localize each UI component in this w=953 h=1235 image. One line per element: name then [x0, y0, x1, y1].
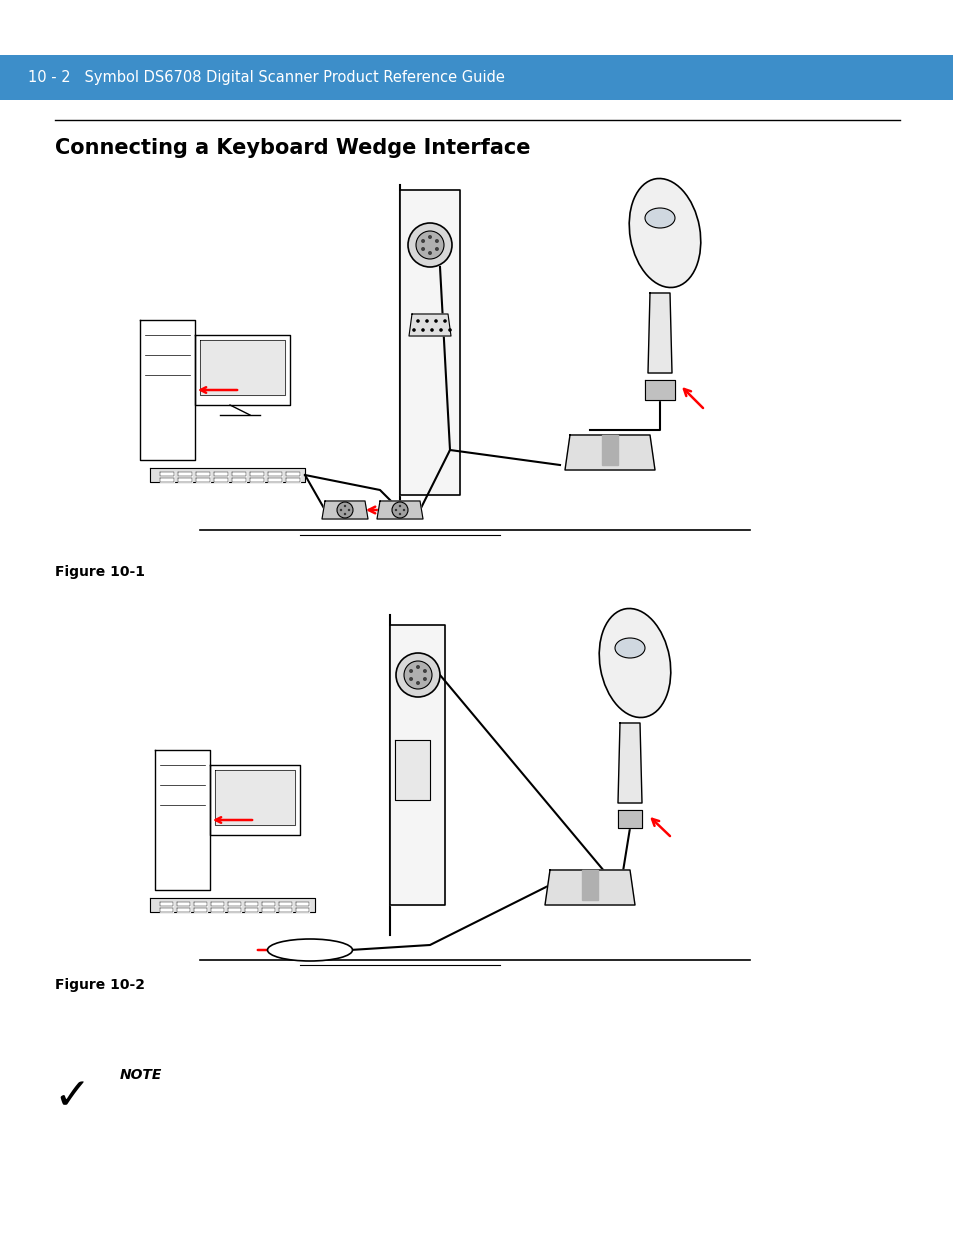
Polygon shape: [647, 293, 671, 373]
Bar: [0, 56, 953, 100]
Circle shape: [443, 319, 446, 322]
Polygon shape: [177, 908, 190, 911]
Circle shape: [409, 669, 413, 673]
Ellipse shape: [598, 609, 670, 718]
Polygon shape: [200, 340, 285, 395]
Circle shape: [420, 247, 425, 251]
Polygon shape: [618, 810, 641, 827]
Circle shape: [409, 677, 413, 680]
Circle shape: [348, 509, 350, 511]
Polygon shape: [262, 908, 274, 911]
Polygon shape: [213, 472, 228, 475]
Circle shape: [398, 513, 401, 515]
Circle shape: [416, 680, 419, 685]
Polygon shape: [286, 478, 299, 482]
Circle shape: [402, 509, 405, 511]
Polygon shape: [195, 478, 210, 482]
Polygon shape: [618, 722, 641, 803]
Circle shape: [392, 501, 408, 517]
Circle shape: [416, 231, 443, 259]
Circle shape: [438, 329, 442, 332]
Circle shape: [435, 240, 438, 243]
Polygon shape: [211, 908, 224, 911]
Polygon shape: [278, 902, 292, 906]
Polygon shape: [268, 478, 282, 482]
Circle shape: [412, 329, 416, 332]
Polygon shape: [178, 472, 192, 475]
Polygon shape: [278, 908, 292, 911]
Polygon shape: [245, 908, 257, 911]
Polygon shape: [286, 472, 299, 475]
Polygon shape: [262, 902, 274, 906]
Polygon shape: [250, 472, 264, 475]
Polygon shape: [228, 902, 241, 906]
Circle shape: [420, 240, 425, 243]
Polygon shape: [150, 898, 314, 911]
Polygon shape: [409, 314, 451, 336]
Text: 10 - 2   Symbol DS6708 Digital Scanner Product Reference Guide: 10 - 2 Symbol DS6708 Digital Scanner Pro…: [28, 70, 504, 85]
Polygon shape: [295, 908, 309, 911]
Circle shape: [339, 509, 342, 511]
Polygon shape: [322, 501, 368, 519]
Polygon shape: [160, 908, 172, 911]
Circle shape: [430, 329, 434, 332]
Circle shape: [425, 319, 428, 322]
Circle shape: [434, 319, 437, 322]
Circle shape: [343, 513, 346, 515]
Ellipse shape: [267, 939, 352, 961]
Polygon shape: [564, 435, 655, 471]
Polygon shape: [214, 769, 294, 825]
Polygon shape: [232, 478, 246, 482]
Ellipse shape: [644, 207, 675, 228]
Polygon shape: [399, 190, 459, 495]
Circle shape: [428, 251, 432, 254]
Text: NOTE: NOTE: [120, 1068, 162, 1082]
Text: ✓: ✓: [53, 1074, 91, 1118]
Circle shape: [403, 661, 432, 689]
Polygon shape: [150, 468, 305, 482]
Polygon shape: [213, 478, 228, 482]
Circle shape: [435, 247, 438, 251]
Circle shape: [422, 669, 427, 673]
Ellipse shape: [615, 638, 644, 658]
Circle shape: [395, 509, 396, 511]
Text: Figure 10-1: Figure 10-1: [55, 564, 145, 579]
Polygon shape: [178, 478, 192, 482]
Polygon shape: [544, 869, 635, 905]
Circle shape: [421, 329, 424, 332]
Circle shape: [422, 677, 427, 680]
Polygon shape: [295, 902, 309, 906]
Circle shape: [416, 664, 419, 669]
Polygon shape: [268, 472, 282, 475]
Polygon shape: [193, 902, 207, 906]
Circle shape: [343, 505, 346, 508]
Polygon shape: [601, 435, 618, 466]
Polygon shape: [644, 380, 675, 400]
Polygon shape: [245, 902, 257, 906]
Polygon shape: [395, 740, 430, 800]
Polygon shape: [390, 625, 444, 905]
Ellipse shape: [629, 179, 700, 288]
Circle shape: [428, 235, 432, 240]
Circle shape: [408, 224, 452, 267]
Polygon shape: [177, 902, 190, 906]
Polygon shape: [228, 908, 241, 911]
Polygon shape: [376, 501, 422, 519]
Circle shape: [395, 653, 439, 697]
Polygon shape: [193, 908, 207, 911]
Circle shape: [336, 501, 353, 517]
Polygon shape: [232, 472, 246, 475]
Polygon shape: [211, 902, 224, 906]
Polygon shape: [160, 472, 173, 475]
Circle shape: [398, 505, 401, 508]
Polygon shape: [160, 902, 172, 906]
Polygon shape: [581, 869, 598, 900]
Text: Figure 10-2: Figure 10-2: [55, 978, 145, 992]
Text: Connecting a Keyboard Wedge Interface: Connecting a Keyboard Wedge Interface: [55, 138, 530, 158]
Polygon shape: [250, 478, 264, 482]
Circle shape: [416, 319, 419, 322]
Circle shape: [448, 329, 452, 332]
Polygon shape: [160, 478, 173, 482]
Polygon shape: [195, 472, 210, 475]
